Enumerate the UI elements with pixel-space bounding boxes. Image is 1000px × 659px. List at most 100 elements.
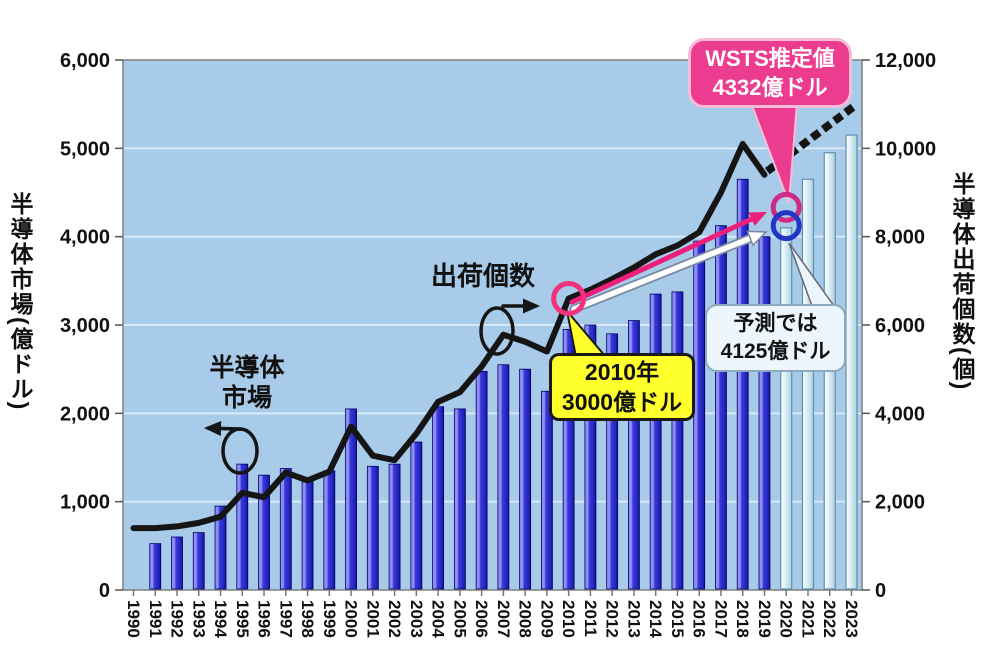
bar-2008 — [519, 368, 532, 590]
x-axis-year-label: 2011 — [581, 600, 600, 637]
bar-1993 — [192, 532, 205, 590]
x-axis-year-label: 2006 — [472, 600, 491, 638]
wsts-estimate-callout: WSTS推定値 4332億ドル — [688, 38, 852, 108]
x-axis-year-label: 1997 — [276, 600, 295, 638]
x-axis-year-label: 2010 — [559, 600, 578, 638]
market-line — [130, 140, 768, 532]
x-axis-year-label: 1993 — [189, 600, 208, 638]
x-axis-year-label: 2016 — [690, 600, 709, 638]
x-axis-year-label: 2009 — [537, 600, 556, 638]
bar-2005 — [453, 408, 466, 590]
arrow-head — [748, 212, 767, 226]
x-axis-year-label: 2022 — [820, 600, 839, 638]
market-series-label: 半導体 市場 — [196, 354, 298, 413]
x-axis-year-label: 2005 — [450, 600, 469, 638]
x-axis-year-label: 2003 — [407, 600, 426, 638]
bar-1995 — [236, 463, 249, 590]
x-axis-year-label: 2020 — [777, 600, 796, 638]
x-axis-year-label: 2004 — [429, 600, 448, 638]
right-axis-tick-label: 0 — [875, 580, 886, 602]
x-axis-year-label: 2008 — [516, 600, 535, 638]
right-axis-tick-label: 2,000 — [875, 492, 925, 514]
x-axis-year-label: 2023 — [842, 600, 861, 638]
bar-2014 — [649, 293, 662, 590]
bar-1991 — [149, 543, 162, 590]
circle-forecast-marker — [770, 210, 802, 242]
bar-2018 — [736, 178, 749, 590]
right-axis-tick-label: 8,000 — [875, 227, 925, 249]
shipment-series-label: 出荷個数 — [430, 261, 535, 291]
bar-2020 — [780, 227, 793, 590]
x-axis-year-label: 2001 — [363, 600, 382, 638]
left-axis-tick-label: 3,000 — [60, 315, 110, 337]
x-axis-year-label: 2018 — [733, 600, 752, 638]
forecast-callout-line1: 予測では — [733, 312, 818, 336]
right-axis-tick-label: 6,000 — [875, 315, 925, 337]
circle-2010-marker — [551, 281, 587, 316]
wsts-callout-line1: WSTS推定値 — [705, 45, 835, 71]
bar-2010 — [562, 329, 575, 590]
left-axis-tick-label: 2,000 — [60, 403, 110, 425]
bar-2007 — [497, 364, 510, 590]
bar-2012 — [606, 333, 619, 590]
x-axis-year-label: 2002 — [385, 600, 404, 638]
bar-1999 — [323, 470, 336, 590]
arrow-shaft — [571, 235, 753, 312]
x-axis-year-label: 2014 — [646, 600, 665, 638]
bar-2006 — [475, 370, 488, 590]
bar-2016 — [693, 240, 706, 590]
right-axis-tick-label: 10,000 — [875, 138, 936, 160]
x-axis-year-label: 2012 — [603, 600, 622, 638]
left-axis-tick-label: 6,000 — [60, 50, 110, 72]
x-axis-year-label: 2019 — [755, 600, 774, 638]
market-series-label-line2: 市場 — [221, 383, 272, 412]
bar-2009 — [540, 390, 553, 590]
x-axis-year-label: 2000 — [342, 600, 361, 638]
x-axis-year-label: 2017 — [711, 600, 730, 638]
x-axis-year-label: 1999 — [320, 600, 339, 638]
bar-2013 — [628, 320, 640, 590]
x-axis-year-label: 1996 — [255, 600, 274, 638]
left-axis-tick-label: 5,000 — [60, 138, 110, 160]
arrow-head — [204, 420, 222, 436]
year2010-callout-line2: 3000億ドル — [561, 389, 683, 415]
x-axis-year-label: 1994 — [211, 600, 230, 638]
bar-2003 — [410, 441, 423, 590]
x-axis-year-label: 2013 — [624, 600, 643, 638]
bar-1994 — [214, 505, 227, 590]
bar-2011 — [584, 324, 597, 590]
shipment-annotation-ellipse — [479, 306, 515, 356]
bar-2002 — [388, 463, 401, 590]
right-axis-title: 半導体出荷個数(個) — [949, 172, 975, 392]
arrow-shaft — [219, 426, 242, 431]
wsts-callout-line2: 4332億ドル — [712, 75, 828, 100]
bar-2000 — [345, 408, 357, 590]
bar-1997 — [279, 468, 292, 590]
bar-2019 — [758, 236, 771, 590]
bar-2004 — [432, 406, 445, 590]
bar-2017 — [715, 225, 727, 590]
x-axis-year-label: 1992 — [168, 600, 187, 638]
market-series-label-line1: 半導体 — [209, 354, 285, 382]
arrow-shaft — [569, 216, 755, 305]
right-axis-tick-label: 12,000 — [875, 50, 936, 72]
x-axis-year-label: 1995 — [233, 600, 252, 638]
bar-1998 — [301, 481, 314, 590]
right-axis-tick-label: 4,000 — [875, 403, 925, 425]
x-axis-year-label: 2015 — [668, 600, 687, 638]
forecast-callout-line2: 4125億ドル — [720, 340, 831, 363]
bar-2001 — [366, 465, 379, 590]
forecast-callout: 予測では 4125億ドル — [705, 304, 846, 372]
bar-2021 — [801, 178, 815, 590]
bar-1992 — [171, 536, 183, 590]
left-axis-tick-label: 4,000 — [60, 227, 110, 249]
x-axis-year-label: 2021 — [798, 600, 817, 638]
x-axis-year-label: 1991 — [146, 600, 165, 638]
bar-1996 — [258, 474, 270, 590]
left-axis-tick-label: 1,000 — [60, 492, 110, 514]
bar-2023 — [845, 134, 858, 590]
x-axis-year-label: 2007 — [494, 600, 513, 638]
left-axis-tick-label: 0 — [99, 580, 110, 602]
x-axis-year-label: 1998 — [298, 600, 317, 638]
bar-2015 — [671, 291, 684, 590]
